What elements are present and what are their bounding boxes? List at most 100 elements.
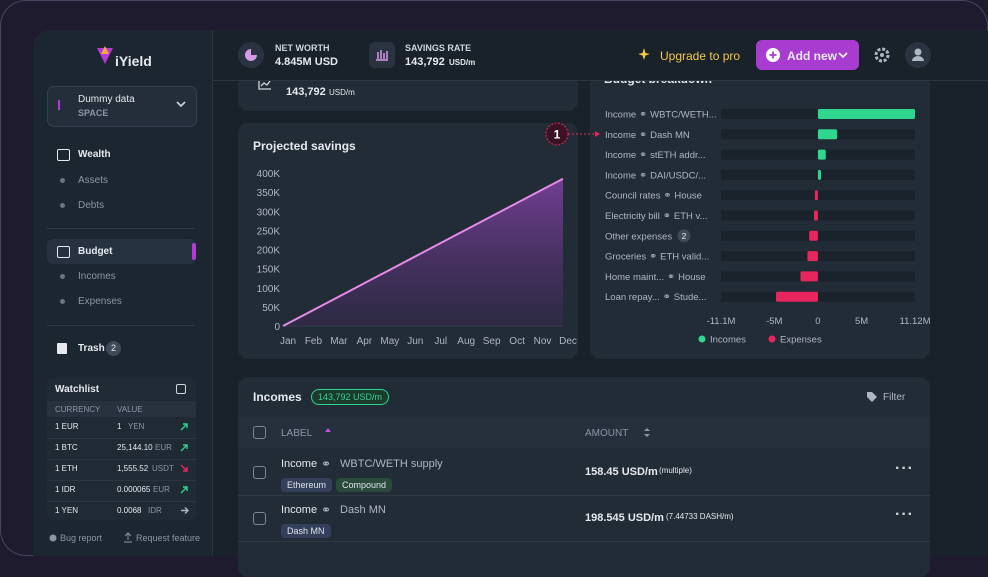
incomes-total: 143,792 USD/m <box>311 389 390 405</box>
budget-card <box>590 56 930 359</box>
x-tick-label: Aug <box>457 336 475 347</box>
col-amount[interactable]: AMOUNT <box>585 428 629 439</box>
currency: 1 BTC <box>55 443 78 452</box>
x-tick-label: Sep <box>483 336 501 347</box>
sort-both <box>644 428 650 437</box>
link-icon: ⚭ <box>639 150 647 161</box>
projected-title: Projected savings <box>253 139 356 153</box>
savings-rate-unit: USD/m <box>449 58 476 67</box>
filter-icon <box>867 392 877 402</box>
row-detail: House <box>678 272 705 283</box>
space-icon <box>58 100 70 110</box>
trash[interactable]: Trash <box>78 343 105 354</box>
x-tick-label: -5M <box>766 316 782 327</box>
unit: USDT <box>152 464 174 473</box>
bar <box>814 190 818 201</box>
legend-label: Expenses <box>780 335 822 346</box>
divider <box>47 228 195 229</box>
x-tick-label: May <box>380 336 399 347</box>
watchlist-title: Watchlist <box>55 384 100 395</box>
checkbox[interactable] <box>253 466 266 479</box>
x-tick-label: 0 <box>815 316 820 327</box>
row-label: Electricity bill ⚭ ETH v... <box>605 211 707 222</box>
watchlist-header <box>47 401 196 417</box>
row-label: Income <box>605 130 636 141</box>
bar <box>807 251 818 262</box>
row-label: Income <box>605 170 636 181</box>
row-label: Income <box>605 110 636 121</box>
nav-dot <box>60 178 65 183</box>
link-icon: ⚭ <box>639 170 647 181</box>
row-line <box>47 438 196 439</box>
x-tick-label: Jan <box>280 336 296 347</box>
row-label: Groceries <box>605 252 646 263</box>
row-label: Other expenses <box>605 231 672 242</box>
trend-icon <box>180 486 188 494</box>
income-type: Income <box>281 458 318 470</box>
row-detail: ETH valid... <box>660 252 709 263</box>
net-worth-label: NET WORTH <box>275 43 330 53</box>
request-icon <box>124 532 132 543</box>
sort-up <box>325 428 331 432</box>
currency: 1 IDR <box>55 485 76 494</box>
bar <box>809 230 818 241</box>
bar <box>813 210 818 221</box>
unit: YEN <box>128 422 145 431</box>
trend-icon <box>181 507 189 514</box>
more[interactable]: ··· <box>895 506 914 523</box>
edit-icon[interactable] <box>176 384 186 394</box>
amount: 198.545 USD/m <box>585 512 664 524</box>
tag: Ethereum <box>281 478 333 492</box>
nav-item[interactable]: Incomes <box>78 271 116 282</box>
avatar[interactable] <box>905 42 931 68</box>
row-label: Electricity bill <box>605 211 660 222</box>
row-count: 2 <box>682 231 687 241</box>
value: 0.000065 <box>117 485 151 494</box>
row-label: Other expenses <box>605 231 672 242</box>
nav-item[interactable]: Budget <box>78 246 113 257</box>
more[interactable]: ··· <box>895 460 914 477</box>
filter[interactable]: Filter <box>883 392 906 403</box>
annotation <box>545 122 569 146</box>
nav-item[interactable]: Debts <box>78 200 105 211</box>
row-detail: ETH v... <box>674 211 708 222</box>
trash-icon <box>57 343 67 354</box>
incomes-card <box>238 377 930 577</box>
nav-dot <box>60 299 65 304</box>
y-tick-label: 350K <box>257 188 281 199</box>
checkbox[interactable] <box>253 426 266 439</box>
table-header <box>238 418 930 448</box>
legend-label: Incomes <box>710 335 746 346</box>
value: 1 <box>117 422 122 431</box>
nav-item[interactable]: Assets <box>78 175 109 186</box>
nav-dot <box>60 274 65 279</box>
amount-note: (multiple) <box>659 466 692 475</box>
col-label[interactable]: LABEL <box>281 428 313 439</box>
y-tick-label: 250K <box>257 226 281 237</box>
y-tick-label: 300K <box>257 207 281 218</box>
add-new: Add new <box>787 49 837 63</box>
row-line <box>47 459 196 460</box>
row-label: Loan repay... <box>605 292 660 303</box>
nav-active <box>47 239 195 264</box>
row-detail: House <box>674 191 701 202</box>
checkbox[interactable] <box>253 512 266 525</box>
settings[interactable] <box>874 47 890 63</box>
chevron <box>176 101 186 108</box>
savings-rate-label: SAVINGS RATE <box>405 43 472 53</box>
request-feature[interactable]: Request feature <box>136 533 201 543</box>
row-line <box>47 501 196 502</box>
amount: 158.45 USD/m <box>585 466 658 478</box>
nav-item[interactable]: Wealth <box>78 149 111 160</box>
bug-report[interactable]: Bug report <box>60 533 103 543</box>
y-tick-label: 0 <box>274 322 280 333</box>
row-detail: WBTC/WETH... <box>650 110 717 121</box>
row-label: Income ⚭ WBTC/WETH... <box>605 110 717 121</box>
track <box>721 271 915 282</box>
space-type: SPACE <box>78 108 109 118</box>
nav-item[interactable]: Expenses <box>78 296 122 307</box>
space-selector[interactable] <box>47 86 197 127</box>
nav-dot <box>60 203 65 208</box>
upgrade[interactable]: Upgrade to pro <box>660 49 741 63</box>
incomes-title: Incomes <box>253 390 302 404</box>
